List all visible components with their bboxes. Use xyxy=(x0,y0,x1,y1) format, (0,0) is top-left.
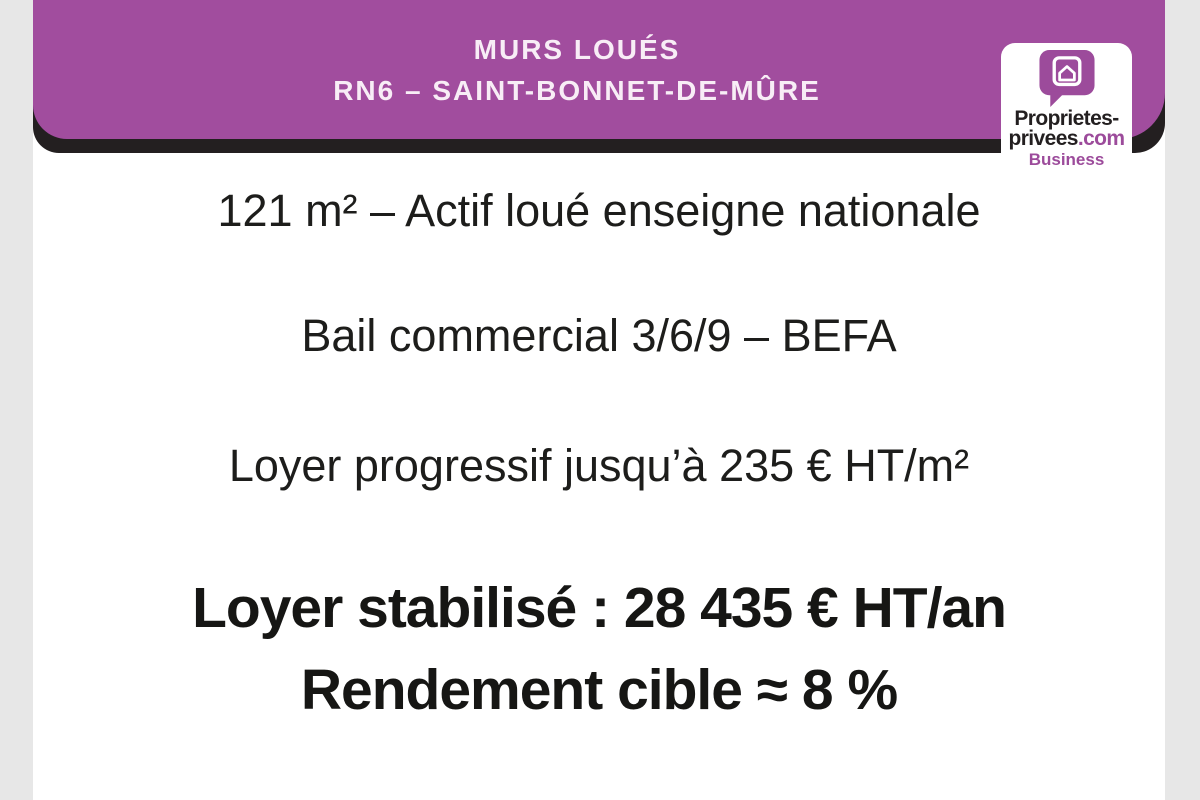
house-speech-bubble-icon xyxy=(1038,50,1095,108)
brand-business-label: Business xyxy=(1028,150,1105,169)
target-yield-line: Rendement cible ≈ 8 % xyxy=(300,658,898,722)
brand-name-black: privees xyxy=(1008,127,1079,150)
brand-name-line1: Proprietes- xyxy=(1014,107,1119,130)
banner: MURS LOUÉS RN6 – SAINT-BONNET-DE-MÛRE xyxy=(33,0,1165,139)
agency-logo: Proprietes- privees.com Business xyxy=(1001,43,1132,169)
listing-card: MURS LOUÉS RN6 – SAINT-BONNET-DE-MÛRE Pr… xyxy=(33,0,1165,800)
progressive-rent-line: Loyer progressif jusqu’à 235 € HT/m² xyxy=(228,440,970,491)
lease-type-line: Bail commercial 3/6/9 – BEFA xyxy=(301,310,897,361)
banner-title: MURS LOUÉS xyxy=(473,34,681,65)
brand-name-accent: .com xyxy=(1077,127,1125,150)
surface-and-tenant-line: 121 m² – Actif loué enseigne nationale xyxy=(217,185,981,236)
brand-name-line2: privees.com xyxy=(1008,127,1126,150)
stabilized-rent-line: Loyer stabilisé : 28 435 € HT/an xyxy=(192,576,1007,640)
banner-subtitle: RN6 – SAINT-BONNET-DE-MÛRE xyxy=(333,75,821,106)
